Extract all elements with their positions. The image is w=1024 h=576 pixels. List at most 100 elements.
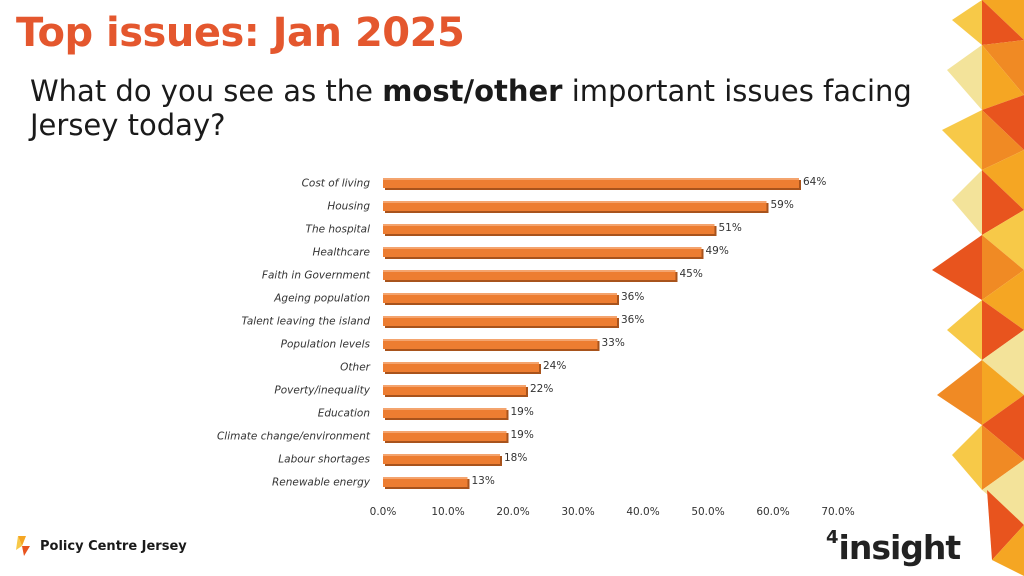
data-label: 36% (621, 314, 644, 326)
x-tick-label: 30.0% (561, 506, 594, 518)
bar (383, 362, 539, 372)
decorative-triangle (982, 95, 1024, 150)
bar (383, 201, 767, 211)
bar (383, 293, 617, 303)
decorative-triangle (982, 40, 1024, 95)
category-label: Climate change/environment (217, 431, 371, 443)
bar (383, 477, 468, 487)
category-label: Cost of living (302, 178, 371, 190)
bar-highlight (383, 362, 539, 364)
decorative-triangle (982, 395, 1024, 460)
data-label: 13% (472, 475, 495, 487)
bar-highlight (383, 477, 468, 479)
bar (383, 339, 598, 349)
data-label: 24% (543, 360, 566, 372)
insight-logo-text: insight (838, 528, 962, 567)
bar (383, 454, 500, 464)
bar (383, 431, 507, 441)
category-label: Poverty/inequality (274, 385, 370, 397)
insight-logo: 4insight (826, 527, 962, 567)
decorative-triangle (982, 210, 1024, 270)
data-label: 49% (706, 245, 729, 257)
decorative-triangle (952, 170, 982, 235)
bar-highlight (383, 293, 617, 295)
x-tick-label: 70.0% (821, 506, 854, 518)
decorative-triangle (952, 425, 982, 490)
org-name: Policy Centre Jersey (40, 538, 187, 554)
data-label: 22% (530, 383, 553, 395)
bar-highlight (383, 316, 617, 318)
category-label: Ageing population (273, 293, 370, 305)
decorative-triangle (982, 170, 1024, 235)
bar (383, 408, 507, 418)
bar-highlight (383, 247, 702, 249)
decorative-triangle (982, 330, 1024, 395)
decorative-pattern (932, 0, 1024, 576)
decorative-triangle (932, 235, 982, 300)
data-label: 59% (771, 199, 794, 211)
x-tick-label: 60.0% (756, 506, 789, 518)
bar (383, 178, 799, 188)
category-label: Renewable energy (272, 477, 371, 489)
bar (383, 316, 617, 326)
category-label: Population levels (281, 339, 371, 351)
subtitle-pre: What do you see as the (30, 74, 383, 108)
bar (383, 270, 676, 280)
data-label: 19% (511, 429, 534, 441)
decorative-triangle (947, 45, 982, 110)
category-label: Healthcare (313, 247, 370, 259)
x-tick-label: 0.0% (370, 506, 397, 518)
bar-highlight (383, 385, 526, 387)
decorative-triangle (982, 0, 1024, 45)
data-label: 19% (511, 406, 534, 418)
category-label: Talent leaving the island (242, 316, 371, 328)
decorative-triangle (982, 45, 1024, 110)
decorative-triangle (992, 525, 1024, 576)
bar-highlight (383, 408, 507, 410)
policy-centre-logo-icon (16, 536, 30, 556)
decorative-triangle (982, 150, 1024, 210)
data-label: 33% (602, 337, 625, 349)
subtitle-emphasis: most/other (382, 74, 563, 108)
decorative-triangle (987, 490, 1024, 560)
bar-highlight (383, 431, 507, 433)
data-label: 45% (680, 268, 703, 280)
bar-highlight (383, 178, 799, 180)
x-tick-label: 20.0% (496, 506, 529, 518)
x-tick-label: 50.0% (691, 506, 724, 518)
page-subtitle: What do you see as the most/other import… (30, 74, 950, 142)
bar-highlight (383, 270, 676, 272)
decorative-triangle (952, 0, 982, 45)
data-label: 36% (621, 291, 644, 303)
category-label: Other (340, 362, 370, 374)
bar-highlight (383, 224, 715, 226)
category-label: Education (318, 408, 370, 420)
x-tick-label: 10.0% (431, 506, 464, 518)
bar-highlight (383, 201, 767, 203)
page-title: Top issues: Jan 2025 (16, 10, 465, 56)
insight-logo-sup: 4 (826, 527, 838, 548)
decorative-triangle (982, 300, 1024, 360)
decorative-triangle (937, 360, 982, 425)
category-label: Labour shortages (278, 454, 370, 466)
data-label: 18% (504, 452, 527, 464)
decorative-triangle (982, 425, 1024, 490)
decorative-triangle (947, 300, 982, 360)
decorative-triangle (982, 460, 1024, 525)
bar-highlight (383, 454, 500, 456)
category-label: Housing (327, 201, 370, 213)
bar (383, 385, 526, 395)
data-label: 51% (719, 222, 742, 234)
bar (383, 247, 702, 257)
bar (383, 224, 715, 234)
policy-centre-logo: Policy Centre Jersey (14, 534, 187, 558)
subtitle-post: important issues facing Jersey today? (30, 74, 912, 142)
bar-highlight (383, 339, 598, 341)
category-label: Faith in Government (262, 270, 371, 282)
decorative-triangle (982, 360, 1024, 425)
decorative-triangle (982, 270, 1024, 330)
x-tick-label: 40.0% (626, 506, 659, 518)
decorative-triangle (982, 235, 1024, 300)
data-label: 64% (803, 176, 826, 188)
